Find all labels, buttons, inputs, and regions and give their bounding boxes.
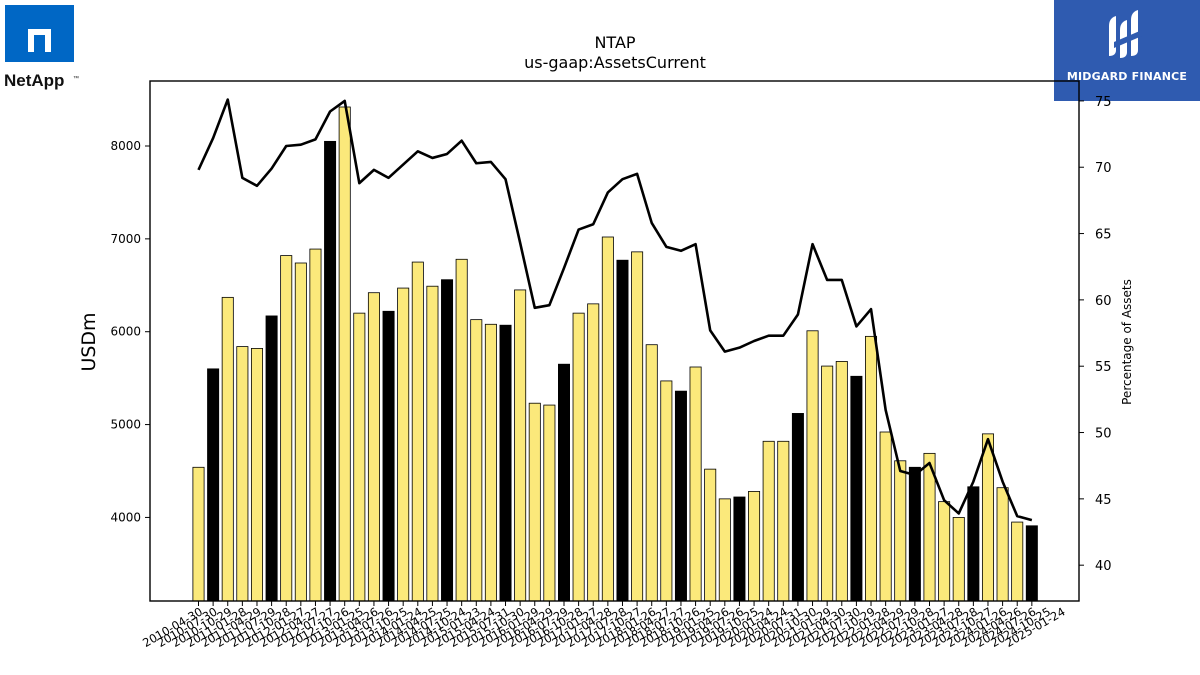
bar xyxy=(645,344,658,602)
y-axis-label: USDm xyxy=(78,312,100,371)
y2-axis-label: Percentage of Assets xyxy=(1120,279,1134,405)
bar xyxy=(850,375,863,602)
midgard-mark-stroke-right xyxy=(1131,10,1138,56)
netapp-trademark: ™ xyxy=(73,75,79,82)
bar xyxy=(397,287,410,602)
y-tick-label: 7000 xyxy=(110,232,141,246)
bar xyxy=(660,380,673,602)
y2-tick-label: 50 xyxy=(1095,427,1112,442)
bar xyxy=(865,335,878,602)
bar xyxy=(207,368,220,602)
netapp-mark-icon: NetApp ™ xyxy=(4,5,79,90)
bar xyxy=(762,440,775,602)
y2-tick-label: 65 xyxy=(1095,228,1112,243)
bar-series xyxy=(192,106,1038,602)
bar xyxy=(1025,525,1038,602)
bar xyxy=(470,319,483,602)
bar xyxy=(791,413,804,602)
bar xyxy=(572,312,585,602)
y-tick-label: 8000 xyxy=(110,139,141,153)
bar xyxy=(777,440,790,602)
bar xyxy=(733,496,746,602)
bar xyxy=(879,431,892,602)
bar xyxy=(616,259,629,602)
bar xyxy=(748,491,761,602)
bar xyxy=(704,468,717,602)
bar xyxy=(280,255,293,602)
netapp-mark-cutout xyxy=(28,29,51,52)
axes: 4000500060007000800040455055606570752010… xyxy=(110,95,1111,650)
bar xyxy=(1011,521,1024,602)
plot-frame xyxy=(149,80,1080,602)
bar xyxy=(601,236,614,602)
bar xyxy=(908,466,921,602)
bar xyxy=(367,292,380,602)
chart-subtitle: us-gaap:AssetsCurrent xyxy=(524,53,706,72)
chart-title: NTAP xyxy=(594,33,635,52)
bar xyxy=(894,460,907,602)
y2-tick-label: 60 xyxy=(1095,294,1112,309)
midgard-wordmark: MIDGARD FINANCE xyxy=(1066,70,1188,83)
bar xyxy=(821,365,834,602)
bar xyxy=(411,261,424,602)
bar xyxy=(981,433,994,602)
y2-tick-label: 75 xyxy=(1095,95,1112,110)
bar xyxy=(528,402,541,602)
y-tick-label: 5000 xyxy=(110,418,141,432)
bar xyxy=(674,390,687,602)
bar xyxy=(441,279,454,602)
bar xyxy=(455,258,468,602)
netapp-wordmark: NetApp xyxy=(4,71,64,90)
bar xyxy=(835,361,848,602)
bar xyxy=(499,324,512,602)
bar xyxy=(806,330,819,602)
bar xyxy=(558,363,571,602)
percentage-line xyxy=(197,98,1033,522)
bar xyxy=(250,348,263,602)
bar xyxy=(689,366,702,602)
midgard-mark-icon xyxy=(1109,10,1142,58)
y2-tick-label: 45 xyxy=(1095,493,1112,508)
midgard-finance-logo: MIDGARD FINANCE xyxy=(1054,0,1200,101)
bar xyxy=(543,404,556,602)
netapp-logo: NetApp ™ xyxy=(4,4,80,92)
bar xyxy=(514,289,527,602)
y2-tick-label: 55 xyxy=(1095,360,1112,375)
bar xyxy=(353,312,366,602)
bar xyxy=(996,487,1009,602)
bar xyxy=(938,501,951,602)
bar xyxy=(718,498,731,602)
y2-tick-label: 40 xyxy=(1095,559,1112,574)
bar xyxy=(484,323,497,602)
y-tick-label: 4000 xyxy=(110,510,141,524)
bar xyxy=(952,517,965,602)
midgard-mark-cut xyxy=(1114,30,1142,48)
bar xyxy=(236,346,249,602)
bar xyxy=(426,285,439,602)
bar xyxy=(382,310,395,602)
y2-tick-label: 70 xyxy=(1095,161,1112,176)
bar xyxy=(265,315,278,602)
bar xyxy=(221,296,234,602)
bar xyxy=(631,251,644,602)
bar xyxy=(309,248,322,602)
bar xyxy=(587,303,600,602)
bar xyxy=(192,466,205,602)
bar xyxy=(967,486,980,602)
y-tick-label: 6000 xyxy=(110,325,141,339)
bar xyxy=(294,262,307,602)
bar xyxy=(324,140,337,602)
bar xyxy=(338,106,351,602)
